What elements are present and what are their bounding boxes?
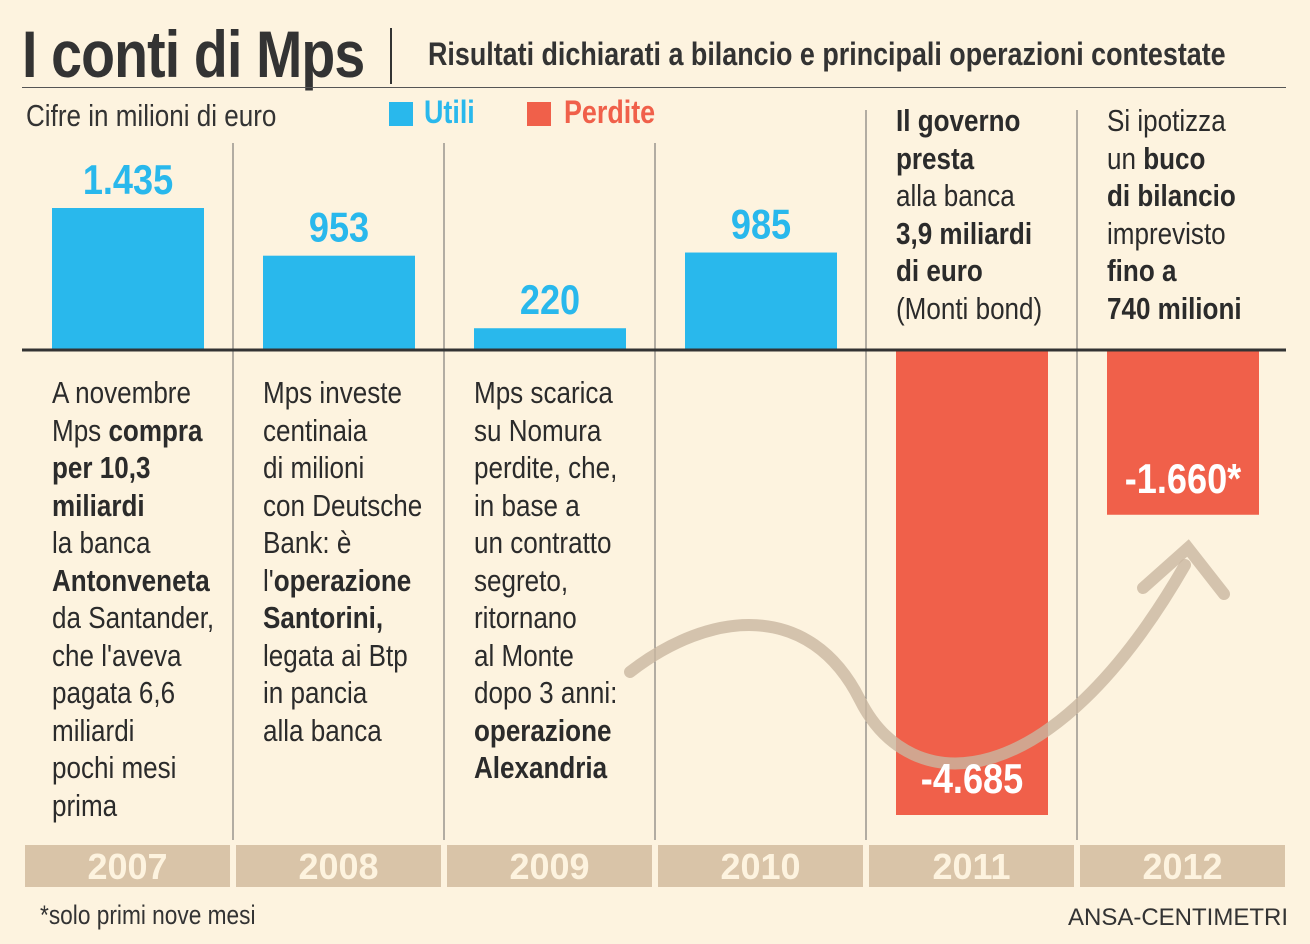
bar-value-labels: 1.435 953 220 985 -4.685 -1.660* xyxy=(83,158,1242,803)
bar-2008 xyxy=(263,255,415,350)
source-credit: ANSA-CENTIMETRI xyxy=(1067,904,1288,931)
note-2012: Si ipotizza un buco di bilancio imprevisto f… xyxy=(1107,103,1242,326)
note-2007: A novembre Mps compra per 10,3 miliardi la b… xyxy=(52,375,215,823)
bar-value-label: -1.660* xyxy=(1125,456,1242,502)
chart-title: I conti di Mps xyxy=(22,17,365,91)
bars xyxy=(52,208,1259,815)
header-rule xyxy=(22,87,1286,88)
bar-2012 xyxy=(1107,350,1259,515)
legend-label-utili: Utili xyxy=(424,94,475,130)
bar-value-label: 1.435 xyxy=(83,158,173,204)
footnote: *solo primi nove mesi xyxy=(40,900,256,930)
bar-2009 xyxy=(474,328,626,350)
bar-value-label: -4.685 xyxy=(921,757,1023,803)
bar-value-label: 985 xyxy=(731,202,791,248)
bar-2010 xyxy=(685,252,837,350)
year-label-2008: 2008 xyxy=(236,845,441,887)
year-label-2011: 2011 xyxy=(869,845,1074,887)
curved-arrow-icon xyxy=(624,539,1230,770)
bar-value-label: 220 xyxy=(520,278,580,324)
legend-swatch-utili xyxy=(389,102,413,126)
year-label-2007: 2007 xyxy=(25,845,230,887)
units-label: Cifre in milioni di euro xyxy=(26,98,277,133)
legend-label-perdite: Perdite xyxy=(564,94,656,130)
bar-2011 xyxy=(896,350,1048,815)
title-divider xyxy=(390,28,392,84)
bar-value-label: 953 xyxy=(309,205,369,251)
bar-2007 xyxy=(52,208,204,350)
legend-swatch-perdite xyxy=(527,102,551,126)
year-label-2010: 2010 xyxy=(658,845,863,887)
year-label-2012: 2012 xyxy=(1080,845,1285,887)
note-2011: Il governo presta alla banca 3,9 miliardi di… xyxy=(896,103,1043,326)
note-2008: Mps investe centinaia di milioni con Deutsc… xyxy=(263,375,423,748)
column-separators xyxy=(232,110,1078,840)
chart-subtitle: Risultati dichiarati a bilancio e princi… xyxy=(428,36,1226,72)
year-label-2009: 2009 xyxy=(447,845,652,887)
note-2009: Mps scarica su Nomura perdite, che, in base… xyxy=(474,375,618,785)
